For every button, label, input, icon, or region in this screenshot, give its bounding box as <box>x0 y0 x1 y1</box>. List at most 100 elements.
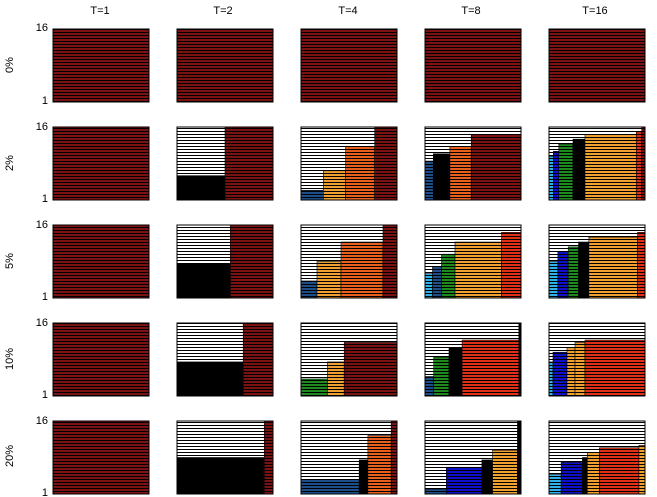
panel-frame <box>176 224 274 299</box>
y-tick-labels: 16 1 16 1 16 1 16 1 16 1 <box>36 22 48 497</box>
panel-r2-c0 <box>52 224 150 299</box>
panel-r0-c2 <box>300 28 398 103</box>
column-titles: T=1 T=2 T=4 T=8 T=16 <box>90 5 607 17</box>
stripe-overlay <box>177 29 273 102</box>
stripe-overlay <box>53 127 149 200</box>
panel-r3-c1 <box>176 322 274 397</box>
col-title-t4: T=4 <box>338 5 357 17</box>
panel-frame <box>548 28 646 103</box>
ytick-top-row4: 16 <box>36 415 48 427</box>
col-title-t16: T=16 <box>582 5 607 17</box>
col-title-t2: T=2 <box>213 5 232 17</box>
panel-frame <box>548 126 646 201</box>
stripe-overlay <box>301 225 397 298</box>
stripe-overlay <box>301 29 397 102</box>
row-label-2pct: 2% <box>4 155 16 171</box>
panel-frame <box>176 28 274 103</box>
ytick-top-row2: 16 <box>36 219 48 231</box>
row-label-10pct: 10% <box>4 348 16 370</box>
stripe-overlay <box>53 323 149 396</box>
panel-r1-c2 <box>300 126 398 201</box>
panel-r3-c0 <box>52 322 150 397</box>
panel-frame <box>424 28 522 103</box>
panel-r2-c2 <box>300 224 398 299</box>
stripe-overlay <box>53 29 149 102</box>
panel-r0-c1 <box>176 28 274 103</box>
panel-r2-c3 <box>424 224 522 299</box>
stripe-overlay <box>425 29 521 102</box>
panel-r2-c4 <box>548 224 646 299</box>
panel-r4-c3 <box>424 420 522 495</box>
stripe-overlay <box>301 127 397 200</box>
row-label-20pct: 20% <box>4 445 16 467</box>
panel-r4-c1 <box>176 420 274 495</box>
panel-frame <box>424 322 522 397</box>
panel-frame <box>300 28 398 103</box>
ytick-top-row1: 16 <box>36 121 48 133</box>
panel-r0-c3 <box>424 28 522 103</box>
stripe-overlay <box>177 421 273 494</box>
stripe-overlay <box>177 225 273 298</box>
panel-r4-c2 <box>300 420 398 495</box>
panel-r1-c4 <box>548 126 646 201</box>
row-label-0pct: 0% <box>4 57 16 73</box>
panel-frame <box>300 126 398 201</box>
panel-r4-c4 <box>548 420 646 495</box>
stripe-overlay <box>301 323 397 396</box>
panel-r4-c0 <box>52 420 150 495</box>
ytick-bottom-row2: 1 <box>42 291 48 303</box>
ytick-bottom-row0: 1 <box>42 95 48 107</box>
stripe-overlay <box>549 29 645 102</box>
panel-frame <box>424 420 522 495</box>
panel-frame <box>424 126 522 201</box>
panel-frame <box>52 322 150 397</box>
panel-frame <box>424 224 522 299</box>
panels-layer <box>52 28 646 495</box>
stripe-overlay <box>425 323 521 396</box>
stripe-overlay <box>425 225 521 298</box>
panel-r0-c4 <box>548 28 646 103</box>
panel-frame <box>52 28 150 103</box>
stripe-overlay <box>549 421 645 494</box>
stripe-overlay <box>177 127 273 200</box>
panel-frame <box>176 420 274 495</box>
stripe-overlay <box>53 421 149 494</box>
panel-frame <box>52 126 150 201</box>
panel-frame <box>300 224 398 299</box>
col-title-t8: T=8 <box>461 5 480 17</box>
stripe-overlay <box>425 421 521 494</box>
panel-r0-c0 <box>52 28 150 103</box>
panel-r2-c1 <box>176 224 274 299</box>
panel-r3-c2 <box>300 322 398 397</box>
ytick-top-row0: 16 <box>36 22 48 34</box>
panel-frame <box>300 420 398 495</box>
panel-r1-c3 <box>424 126 522 201</box>
panel-frame <box>548 420 646 495</box>
ytick-bottom-row3: 1 <box>42 389 48 401</box>
stripe-overlay <box>301 421 397 494</box>
panel-frame <box>176 126 274 201</box>
stripe-overlay <box>549 323 645 396</box>
ytick-bottom-row4: 1 <box>42 487 48 497</box>
panel-frame <box>300 322 398 397</box>
stripe-overlay <box>549 225 645 298</box>
row-label-5pct: 5% <box>4 253 16 269</box>
panel-frame <box>52 420 150 495</box>
stripe-overlay <box>549 127 645 200</box>
stripe-overlay <box>177 323 273 396</box>
row-labels: 0% 2% 5% 10% 20% <box>4 57 16 467</box>
ytick-bottom-row1: 1 <box>42 193 48 205</box>
stripe-overlay <box>425 127 521 200</box>
stripe-overlay <box>53 225 149 298</box>
panel-frame <box>176 322 274 397</box>
panel-frame <box>548 224 646 299</box>
col-title-t1: T=1 <box>90 5 109 17</box>
panel-r1-c0 <box>52 126 150 201</box>
ytick-top-row3: 16 <box>36 317 48 329</box>
panel-r3-c3 <box>424 322 522 397</box>
panel-r3-c4 <box>548 322 646 397</box>
panel-frame <box>548 322 646 397</box>
panel-frame <box>52 224 150 299</box>
panel-r1-c1 <box>176 126 274 201</box>
